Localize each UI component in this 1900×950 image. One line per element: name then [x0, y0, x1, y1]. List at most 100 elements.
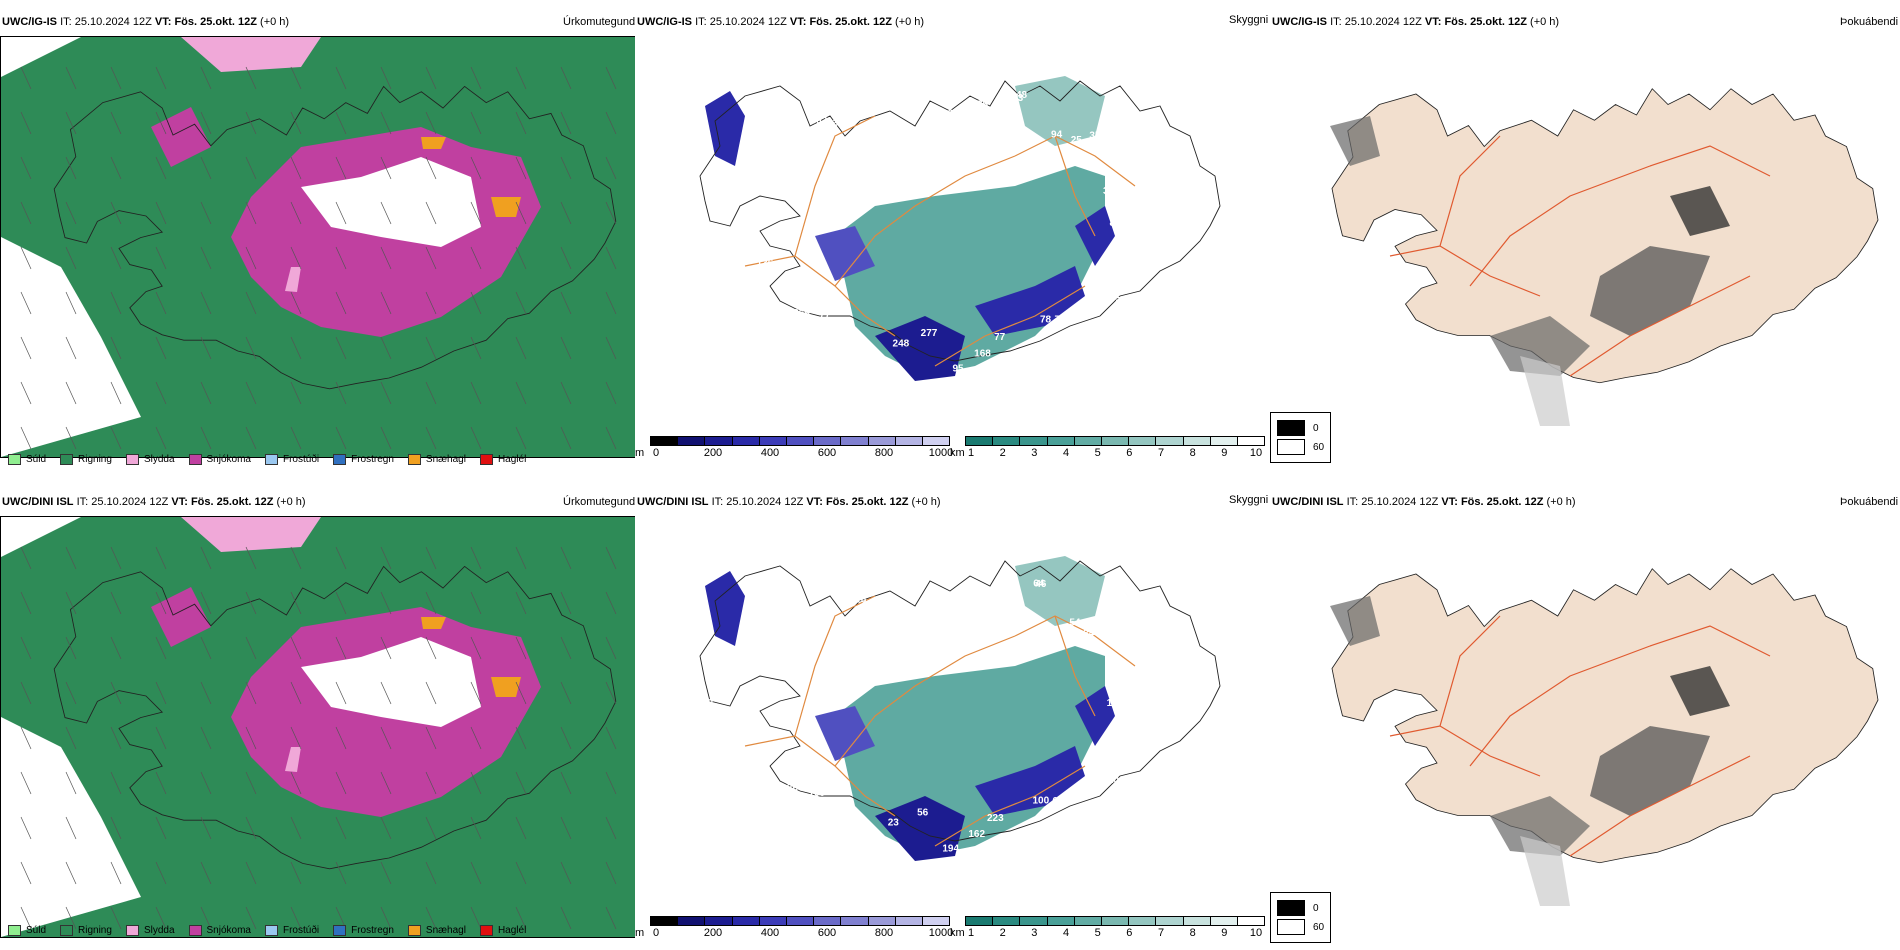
ceiling-bar-cell: [786, 917, 815, 925]
ceiling-bar-tick: 0: [652, 927, 660, 939]
legend-item-haglél: Haglél: [479, 925, 527, 936]
ceiling-bar-unit: m: [635, 447, 645, 459]
visibility-map: 104 49 51 58 81 10 66 268 100 223 162 194 56 23 82 10 16…: [635, 516, 1269, 906]
visibility-value-label: 79: [750, 211, 762, 222]
ceiling-bar-unit: m: [635, 927, 645, 939]
visibility-value-label: 53: [712, 174, 724, 185]
precip-panel-row2: UWC/DINI ISL IT: 25.10.2024 12Z VT: Fös.…: [0, 494, 635, 950]
ceiling-bar-cells: [650, 916, 950, 926]
vis-bar-tick: 2: [999, 447, 1006, 459]
legend-swatch: [125, 454, 139, 465]
visibility-value-label: 66: [732, 665, 744, 676]
legend-swatch: [60, 454, 74, 465]
vis-bar-cell: [1047, 917, 1075, 925]
vis-bar-cell: [1156, 917, 1184, 925]
visibility-value-label: 51: [1151, 734, 1163, 745]
vis-bar-cell: [993, 917, 1021, 925]
ceiling-bar-tick: 400: [760, 927, 780, 939]
vis-bar-tick: 7: [1157, 927, 1165, 939]
visibility-value-label: 78: [1141, 175, 1153, 186]
visibility-value-label: 78: [1040, 315, 1052, 326]
vis-bar-tick: 7: [1157, 447, 1165, 459]
ceiling-bar-cell: [786, 437, 815, 445]
precip-map: [0, 516, 635, 938]
ceiling-bar-cell: [678, 437, 706, 445]
vis-bar-tick: 10: [1249, 927, 1263, 939]
fog-legend-swatch: [1277, 420, 1305, 436]
visibility-value-label: 56: [922, 72, 934, 83]
panel-name: Þokuábendi: [1840, 16, 1899, 28]
fog-panel-row2: UWC/DINI ISL IT: 25.10.2024 12Z VT: Fös.…: [1270, 494, 1900, 950]
ceiling-bar-tick: 1000: [928, 927, 954, 939]
visibility-value-label: 960: [753, 731, 770, 742]
panel-name: Skyggni: [1229, 494, 1269, 506]
legend-item-rigning: Rigning: [60, 454, 112, 465]
visibility-value-label: 48: [776, 622, 788, 633]
legend-swatch: [60, 925, 74, 936]
visibility-value-label: 363: [810, 116, 827, 127]
visibility-value-label: 223: [987, 813, 1004, 824]
visibility-value-label: 66: [835, 568, 847, 579]
vis-bar-cell: [1047, 437, 1075, 445]
visibility-value-label: 10: [751, 683, 763, 694]
visibility-value-label: 158: [770, 787, 787, 798]
legend-label: Snæhagl: [425, 925, 466, 936]
vis-bar-cell: [993, 437, 1021, 445]
legend-label: Frostúði: [282, 454, 320, 465]
visibility-value-label: 153: [851, 350, 868, 361]
panel-name: Þokuábendi: [1840, 496, 1899, 508]
vis-bar-cell: [1074, 917, 1102, 925]
visibility-value-label: 95: [952, 363, 964, 374]
legend-label: Frostregn: [351, 454, 394, 465]
ceiling-bar-cell: [841, 437, 869, 445]
vis-bar-tick: 8: [1189, 447, 1196, 459]
visibility-value-label: 116: [758, 156, 775, 167]
visibility-value-label: 55: [945, 552, 957, 563]
vis-bar-tick: 5: [1094, 447, 1101, 459]
ceiling-bar-ticks: 0 200 400 600 800 1000: [650, 926, 954, 940]
ceiling-bar-tick: 200: [703, 447, 723, 459]
legend-swatch: [407, 454, 421, 465]
visibility-value-label: 43: [1106, 274, 1118, 285]
vis-bar-tick: 4: [1062, 447, 1070, 459]
ceiling-bar-cell: [705, 437, 733, 445]
legend-item-frostúði: Frostúði: [264, 925, 319, 936]
legend-swatch: [264, 454, 278, 465]
ceiling-bar-cell: [651, 437, 679, 445]
vis-bar-cell: [1237, 437, 1265, 445]
legend-item-frostúði: Frostúði: [264, 454, 320, 465]
legend-swatch: [333, 925, 347, 936]
fog-panel-row1: UWC/IG-IS IT: 25.10.2024 12Z VT: Fös. 25…: [1270, 14, 1900, 484]
visibility-map: 86 62 67 61 43 75 78 02 78 77 168 95 277 248 215 153 77 2…: [635, 36, 1269, 436]
legend-label: Haglél: [497, 454, 527, 465]
visibility-colorbar: km 1 2 3 4 5 6 7 8 9 10: [950, 916, 1265, 940]
legend-swatch: [333, 454, 347, 465]
ceiling-bar-cells: [650, 436, 950, 446]
legend-item-snæhagl: Snæhagl: [407, 454, 466, 465]
visibility-value-label: 736: [724, 716, 741, 727]
legend-label: Haglél: [497, 925, 527, 936]
vis-bar-ticks: 1 2 3 4 5 6 7 8 9 10: [965, 446, 1265, 460]
fog-legend-swatch: [1277, 439, 1305, 455]
fog-legend-label: 0: [1313, 902, 1319, 914]
vis-bar-tick: 1: [967, 447, 975, 459]
fog-legend: 0 60: [1270, 892, 1332, 943]
visibility-value-label: 56: [917, 808, 929, 819]
vis-bar-cell: [1156, 437, 1184, 445]
visibility-value-label: 27: [819, 95, 831, 106]
visibility-value-label: 136: [757, 258, 774, 269]
panel-title: UWC/IG-IS IT: 25.10.2024 12Z VT: Fös. 25…: [2, 16, 290, 28]
fog-legend-swatch: [1277, 919, 1305, 935]
visibility-value-label: 248: [893, 338, 910, 349]
visibility-panel-row1: UWC/IG-IS IT: 25.10.2024 12Z VT: Fös. 25…: [635, 14, 1270, 484]
vis-bar-tick: 3: [1031, 447, 1038, 459]
vis-bar-cell: [1237, 917, 1265, 925]
legend-item-frostregn: Frostregn: [333, 925, 394, 936]
visibility-value-label: 67: [998, 583, 1010, 594]
ceiling-bar-tick: 200: [703, 927, 723, 939]
visibility-value-label: 67: [1151, 253, 1163, 264]
visibility-value-label: 77: [819, 311, 831, 322]
visibility-value-label: 75: [1110, 294, 1122, 305]
vis-bar-tick: 9: [1221, 927, 1228, 939]
legend-item-haglél: Haglél: [479, 454, 527, 465]
